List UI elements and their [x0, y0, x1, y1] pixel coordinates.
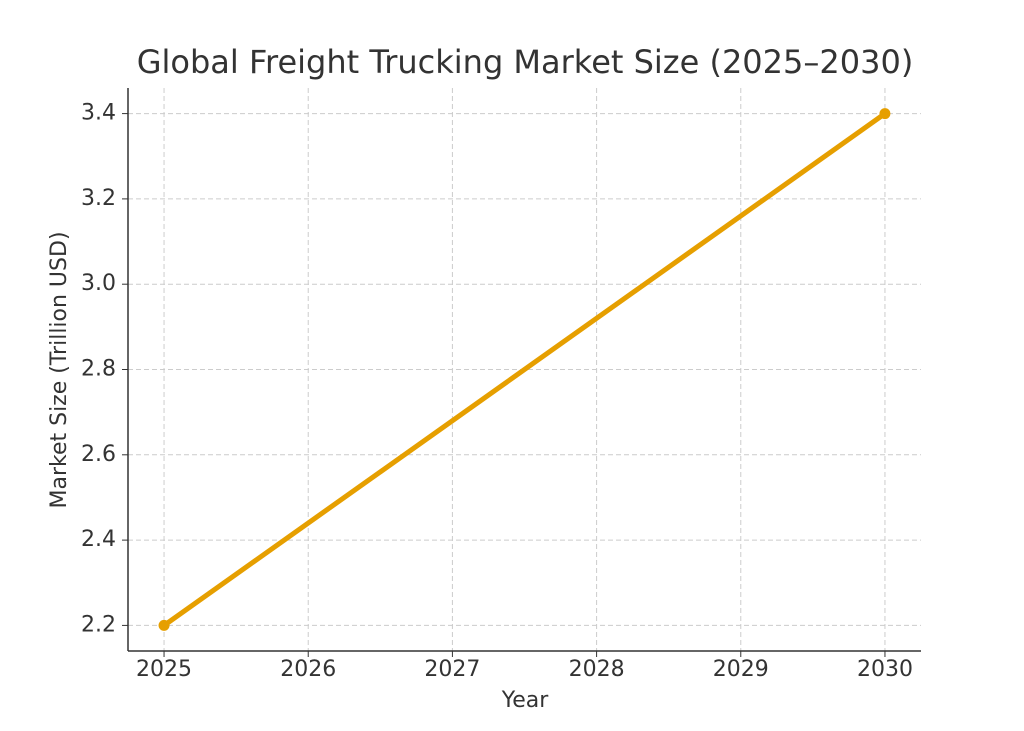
data-point [879, 108, 891, 120]
y-tick-label: 2.4 [81, 527, 116, 552]
data-point [158, 619, 170, 631]
y-tick-label: 3.0 [81, 271, 116, 296]
x-tick-label: 2029 [713, 657, 769, 682]
chart-title: Global Freight Trucking Market Size (202… [137, 43, 914, 81]
data-line [161, 111, 888, 628]
y-tick-label: 2.6 [81, 442, 116, 467]
y-axis-label: Market Size (Trillion USD) [47, 231, 72, 508]
x-tick-label: 2025 [136, 657, 192, 682]
y-tick-label: 2.8 [81, 357, 116, 382]
x-axis-label: Year [501, 688, 550, 713]
x-tick-label: 2030 [857, 657, 913, 682]
x-tick-label: 2026 [280, 657, 336, 682]
x-tick-label: 2028 [569, 657, 625, 682]
y-tick-label: 3.4 [81, 101, 116, 126]
y-tick-label: 2.2 [81, 612, 116, 637]
y-tick-label: 3.2 [81, 186, 116, 211]
x-tick-label: 2027 [424, 657, 480, 682]
